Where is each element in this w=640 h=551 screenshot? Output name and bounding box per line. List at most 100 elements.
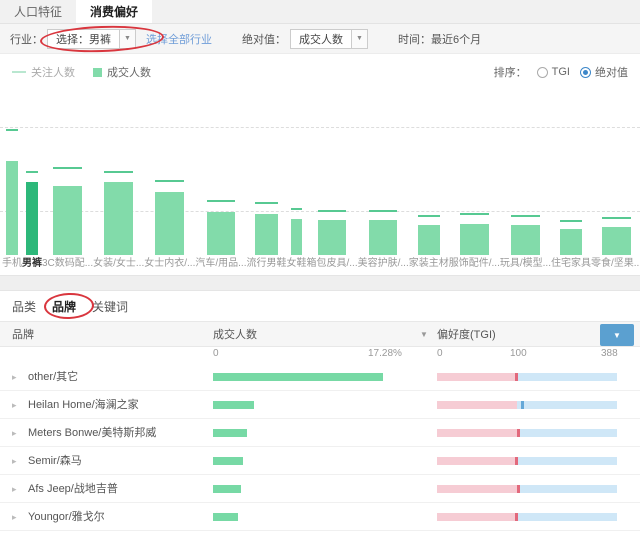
- x-axis-label: 女鞋: [286, 258, 307, 269]
- transactions-value-bar: [213, 457, 243, 465]
- transactions-bar[interactable]: [459, 223, 489, 255]
- expand-arrow-icon[interactable]: ▸: [12, 372, 17, 382]
- filter-bar: 行业： 选择：男裤 ▼ 选择全部行业 绝对值： 成交人数 ▼ 时间：最近6个月: [0, 23, 640, 55]
- transactions-bar[interactable]: [417, 225, 440, 255]
- chevron-down-icon[interactable]: ▼: [420, 330, 428, 339]
- expand-arrow-icon[interactable]: ▸: [12, 484, 17, 494]
- transactions-bar[interactable]: [290, 218, 303, 255]
- attention-dash-marker: [602, 216, 631, 219]
- tab-category[interactable]: 品类: [12, 299, 37, 314]
- expand-arrow-icon[interactable]: ▸: [12, 428, 17, 438]
- x-axis-label: 美容护肤/...: [357, 258, 409, 269]
- industry-dropdown[interactable]: 选择：男裤 ▼: [47, 28, 136, 49]
- tgi-track: [437, 401, 617, 409]
- column-header-transactions[interactable]: 成交人数: [213, 329, 257, 341]
- expand-arrow-icon[interactable]: ▸: [12, 512, 17, 522]
- value-scale-min: 0: [213, 348, 219, 359]
- dash-marker-icon: [12, 71, 26, 73]
- tab-population-features[interactable]: 人口特征: [14, 5, 63, 19]
- table-scale-row: 0 17.28% 0 100 388: [0, 347, 640, 363]
- tgi-below-100-band: [437, 429, 517, 437]
- tgi-above-100-band: [517, 373, 617, 381]
- bar-column[interactable]: 玩具/模型...: [500, 90, 551, 275]
- tab-brand[interactable]: 品牌: [52, 299, 77, 314]
- table-header: 品牌 成交人数 ▼ 偏好度(TGI) ▼: [0, 321, 640, 347]
- legend-item-transactions[interactable]: 成交人数: [93, 64, 151, 80]
- transactions-bar[interactable]: [26, 182, 38, 255]
- attention-dash-marker: [155, 180, 185, 183]
- transactions-bar[interactable]: [6, 160, 18, 255]
- sort-radio-tgi[interactable]: TGI: [536, 66, 570, 78]
- legend-label: 成交人数: [107, 67, 151, 79]
- transactions-bar[interactable]: [255, 213, 278, 255]
- bar-column[interactable]: 箱包皮具/...: [307, 90, 358, 275]
- tgi-value-tick: [515, 513, 518, 521]
- transactions-bar[interactable]: [602, 226, 631, 255]
- metric-label: 绝对值：: [242, 33, 286, 46]
- bar-column[interactable]: 女装/女士...: [93, 90, 144, 275]
- tgi-track: [437, 373, 617, 381]
- bar-chart: 手机 男裤 3C数码配... 女装/女士... 女士内衣/... 汽车/用品... 流行男鞋…: [0, 90, 640, 275]
- tgi-track: [437, 429, 617, 437]
- bar-column[interactable]: 汽车/用品...: [195, 90, 247, 275]
- bar-column[interactable]: 女士内衣/...: [144, 90, 195, 275]
- radio-icon: [536, 66, 548, 78]
- bar-column[interactable]: 3C数码配...: [42, 90, 93, 275]
- tgi-track: [437, 485, 617, 493]
- brand-name[interactable]: other/其它: [28, 371, 79, 383]
- brand-name[interactable]: Meters Bonwe/美特斯邦威: [28, 427, 157, 439]
- attention-dash-marker: [104, 170, 133, 173]
- brand-name[interactable]: Heilan Home/海澜之家: [28, 399, 139, 411]
- transactions-bar[interactable]: [559, 228, 583, 255]
- bar-plot-cell: [449, 90, 500, 255]
- bar-plot-cell: [409, 90, 449, 255]
- transactions-bar[interactable]: [317, 220, 347, 255]
- expand-arrow-icon[interactable]: ▸: [12, 400, 17, 410]
- transactions-bar[interactable]: [511, 225, 540, 255]
- metric-dropdown[interactable]: 成交人数 ▼: [290, 28, 368, 49]
- bar-column[interactable]: 服饰配件/...: [449, 90, 500, 275]
- tgi-value-tick: [517, 429, 520, 437]
- radio-checked-icon: [580, 66, 591, 78]
- tab-consumption-preferences[interactable]: 消费偏好: [76, 0, 153, 23]
- transactions-value-bar: [213, 513, 238, 521]
- brand-name[interactable]: Youngor/雅戈尔: [28, 511, 105, 523]
- tgi-above-100-band: [517, 429, 617, 437]
- bar-column[interactable]: 美容护肤/...: [358, 90, 409, 275]
- column-header-tgi: 偏好度(TGI): [437, 329, 496, 341]
- bar-plot-cell: [144, 90, 195, 255]
- bar-plot-cell: [287, 90, 307, 255]
- x-axis-label: 3C数码配...: [42, 258, 94, 269]
- x-axis-label: 箱包皮具/...: [306, 258, 358, 269]
- x-axis-label: 男裤: [22, 258, 42, 269]
- select-all-industries-link[interactable]: 选择全部行业: [146, 33, 212, 46]
- sort-radio-absolute[interactable]: 绝对值: [580, 64, 628, 80]
- bar-column[interactable]: 家装主材: [409, 90, 449, 275]
- bar-column[interactable]: 手机: [2, 90, 22, 275]
- attention-dash-marker: [255, 201, 278, 204]
- bar-plot-cell: [307, 90, 358, 255]
- transactions-bar[interactable]: [155, 192, 185, 255]
- bar-column[interactable]: 住宅家具: [551, 90, 591, 275]
- brand-name[interactable]: Semir/森马: [28, 455, 82, 467]
- transactions-bar[interactable]: [104, 182, 133, 255]
- transactions-bar[interactable]: [53, 185, 82, 255]
- brand-name[interactable]: Afs Jeep/战地吉普: [28, 483, 118, 495]
- expand-arrow-icon[interactable]: ▸: [12, 456, 17, 466]
- bar-column[interactable]: 零食/坚果...: [591, 90, 640, 275]
- bar-column[interactable]: 流行男鞋: [247, 90, 287, 275]
- legend-item-attention[interactable]: 关注人数: [12, 64, 75, 80]
- tgi-sort-button[interactable]: ▼: [600, 324, 634, 346]
- table-row: ▸ Semir/森马: [0, 447, 640, 475]
- transactions-value-bar: [213, 373, 383, 381]
- attention-dash-marker: [417, 215, 440, 218]
- tgi-scale-mid: 100: [510, 348, 527, 359]
- transactions-bar[interactable]: [368, 220, 398, 255]
- bar-column[interactable]: 女鞋: [287, 90, 307, 275]
- detail-tab-bar: 品类 品牌 关键词: [0, 291, 640, 321]
- transactions-bar[interactable]: [206, 212, 236, 255]
- chevron-down-icon: ▼: [351, 29, 367, 48]
- bar-column[interactable]: 男裤: [22, 90, 42, 275]
- tab-keywords[interactable]: 关键词: [92, 299, 129, 314]
- x-axis-label: 住宅家具: [551, 258, 591, 269]
